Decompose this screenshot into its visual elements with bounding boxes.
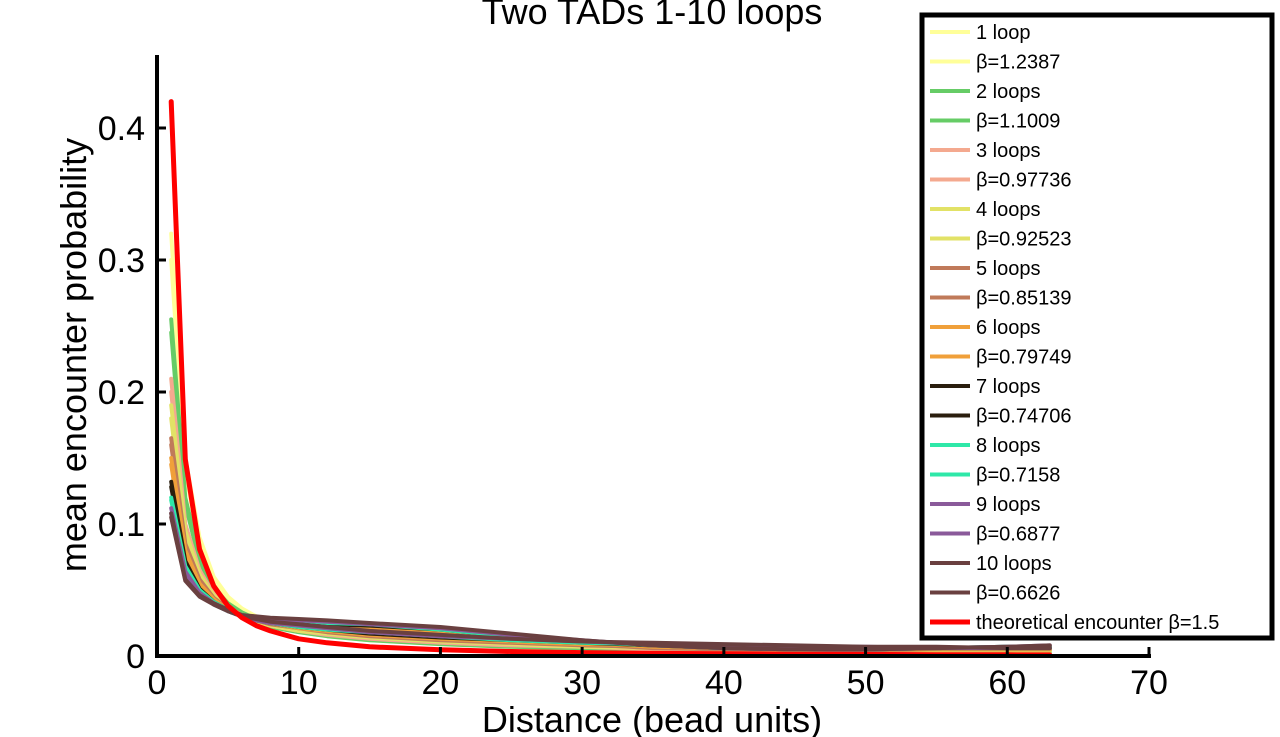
y-tick-label: 0.4 [98, 110, 145, 148]
legend-item: 4 loops [930, 199, 1041, 221]
legend-item: 8 loops [930, 435, 1041, 457]
legend-item: 3 loops [930, 140, 1041, 162]
legend-label: β=0.85139 [976, 288, 1071, 310]
x-axis-label: Distance (bead units) [482, 699, 822, 737]
series-line-8 [169, 416, 1052, 653]
series-line-21 [168, 99, 1053, 658]
legend-item: 7 loops [930, 376, 1041, 398]
legend-item: 5 loops [930, 258, 1041, 280]
y-tick-label: 0.3 [98, 242, 145, 280]
legend-item: β=0.6877 [930, 524, 1060, 546]
chart-title: Two TADs 1-10 loops [482, 0, 823, 32]
legend-item: β=0.6626 [930, 583, 1060, 605]
legend-item: β=1.1009 [930, 111, 1060, 133]
plot-lines [168, 99, 1053, 658]
legend-item: 9 loops [930, 494, 1041, 516]
legend-label: 5 loops [976, 258, 1041, 280]
legend-box [919, 12, 1275, 641]
legend-item: 2 loops [930, 81, 1041, 103]
series-line-4 [169, 330, 1052, 654]
y-tick-label: 0 [126, 638, 145, 676]
series-line-5 [169, 376, 1052, 653]
legend-item: β=0.7158 [930, 465, 1060, 487]
legend-label: theoretical encounter β=1.5 [976, 612, 1219, 634]
legend-label: β=0.79749 [976, 347, 1071, 369]
legend-item: 6 loops [930, 317, 1041, 339]
x-tick-label: 0 [148, 664, 167, 702]
legend-label: β=0.6626 [976, 583, 1060, 605]
legend-label: β=1.1009 [976, 111, 1060, 133]
legend-label: 2 loops [976, 81, 1041, 103]
y-tick-label: 0.2 [98, 374, 145, 412]
series-line-6 [169, 390, 1052, 653]
legend-item: β=1.2387 [930, 52, 1060, 74]
x-tick-label: 10 [280, 664, 318, 702]
legend-label: β=1.2387 [976, 52, 1060, 74]
x-tick-label: 70 [1130, 664, 1168, 702]
legend-label: 4 loops [976, 199, 1041, 221]
legend-label: β=0.92523 [976, 229, 1071, 251]
x-tick-label: 20 [422, 664, 460, 702]
legend-label: 10 loops [976, 553, 1052, 575]
legend-label: 6 loops [976, 317, 1041, 339]
x-tick-label: 30 [563, 664, 601, 702]
y-ticks: 0 0.1 0.2 0.3 0.4 [98, 110, 166, 676]
legend-item: theoretical encounter β=1.5 [930, 612, 1219, 634]
series-line-7 [169, 403, 1052, 653]
legend-item: 10 loops [930, 553, 1052, 575]
legend-item: β=0.92523 [930, 229, 1071, 251]
series-line-18 [169, 511, 1052, 651]
series-line-3 [169, 317, 1052, 654]
y-tick-label: 0.1 [98, 506, 145, 544]
y-axis-label: mean encounter probability [53, 138, 94, 572]
legend: 1 loop β=1.2387 2 loops β=1.1009 3 loops β=0.… [919, 12, 1275, 641]
x-tick-label: 40 [705, 664, 743, 702]
legend-item: 1 loop [930, 22, 1031, 44]
legend-label: 1 loop [976, 22, 1031, 44]
legend-label: 7 loops [976, 376, 1041, 398]
x-tick-label: 60 [988, 664, 1026, 702]
series-line-2 [169, 258, 1052, 654]
legend-label: β=0.7158 [976, 465, 1060, 487]
legend-label: β=0.97736 [976, 170, 1071, 192]
series-line-1 [169, 231, 1052, 654]
legend-item: β=0.74706 [930, 406, 1071, 428]
legend-item: β=0.97736 [930, 170, 1071, 192]
legend-item: β=0.79749 [930, 347, 1071, 369]
legend-label: β=0.74706 [976, 406, 1071, 428]
x-tick-label: 50 [847, 664, 885, 702]
series-line-20 [169, 515, 1052, 651]
legend-label: 9 loops [976, 494, 1041, 516]
legend-item: β=0.85139 [930, 288, 1071, 310]
x-ticks: 0 10 20 30 40 50 60 70 [148, 647, 1168, 702]
legend-label: 3 loops [976, 140, 1041, 162]
legend-label: β=0.6877 [976, 524, 1060, 546]
legend-label: 8 loops [976, 435, 1041, 457]
